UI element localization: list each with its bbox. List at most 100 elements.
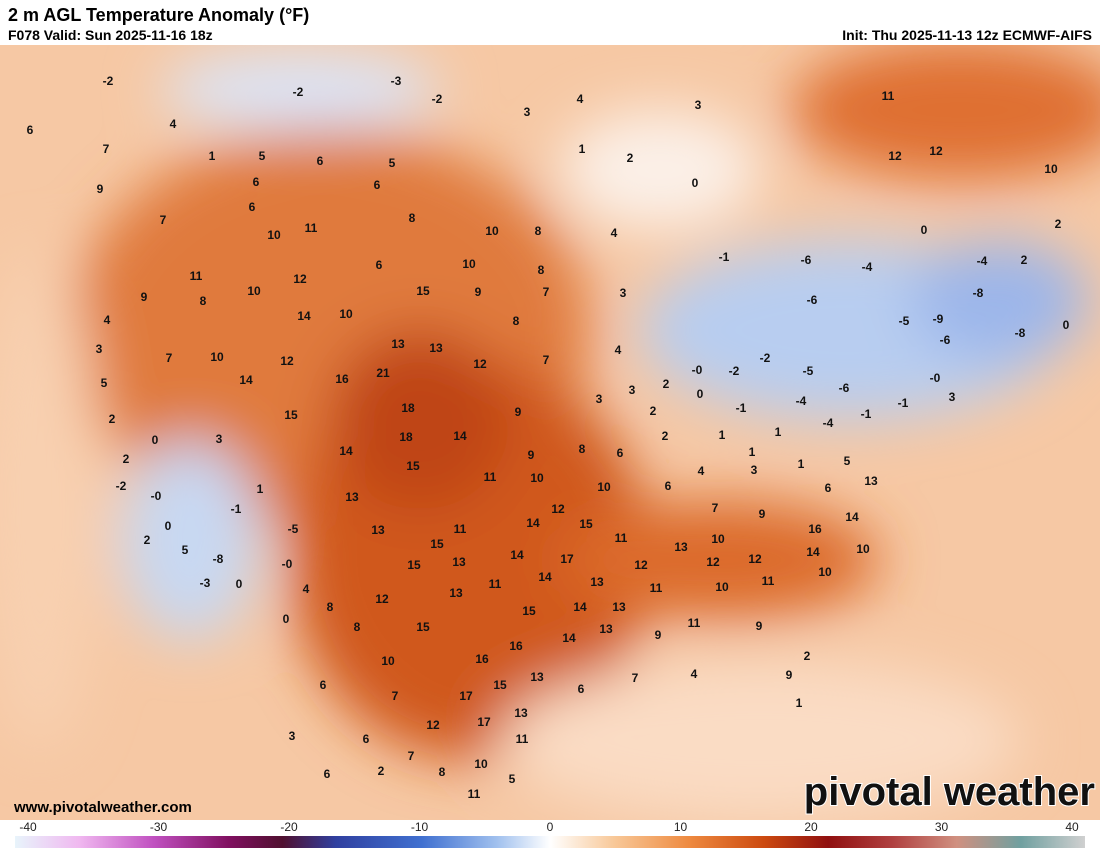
anomaly-label: 2 (804, 649, 811, 663)
anomaly-label: 5 (182, 543, 189, 557)
anomaly-label: 14 (297, 309, 311, 323)
anomaly-label: -4 (796, 394, 807, 408)
anomaly-label: 3 (596, 392, 603, 406)
anomaly-label: 11 (688, 616, 701, 630)
anomaly-label: 8 (200, 294, 207, 308)
map-background (0, 45, 1100, 820)
anomaly-label: 11 (762, 574, 775, 588)
anomaly-label: 16 (808, 522, 822, 536)
anomaly-label: 9 (515, 405, 522, 419)
anomaly-label: 4 (104, 313, 111, 327)
anomaly-label: 11 (489, 577, 502, 591)
anomaly-label: -1 (736, 401, 747, 415)
anomaly-label: -1 (861, 407, 872, 421)
anomaly-label: -0 (692, 363, 703, 377)
anomaly-label: 13 (345, 490, 359, 504)
anomaly-label: -2 (293, 85, 304, 99)
anomaly-label: 11 (484, 470, 497, 484)
anomaly-label: 6 (324, 767, 331, 781)
anomaly-label: 6 (317, 154, 324, 168)
colorbar-tick-label: 40 (1065, 820, 1079, 834)
anomaly-label: 7 (103, 142, 110, 156)
anomaly-label: 10 (818, 565, 832, 579)
anomaly-label: 10 (856, 542, 870, 556)
valid-time: F078 Valid: Sun 2025-11-16 18z (8, 27, 213, 43)
anomaly-label: -2 (432, 92, 443, 106)
anomaly-label: 14 (339, 444, 353, 458)
anomaly-label: 3 (524, 105, 531, 119)
anomaly-label: 18 (399, 430, 413, 444)
anomaly-label: 4 (698, 464, 705, 478)
anomaly-label: 15 (493, 678, 507, 692)
colorbar-tick-label: 30 (935, 820, 949, 834)
colorbar-tick-label: -20 (280, 820, 298, 834)
anomaly-label: 15 (416, 620, 430, 634)
anomaly-label: 14 (453, 429, 467, 443)
anomaly-label: 5 (259, 149, 266, 163)
anomaly-label: -6 (839, 381, 850, 395)
anomaly-label: 8 (327, 600, 334, 614)
anomaly-label: 2 (123, 452, 130, 466)
anomaly-label: 14 (526, 516, 540, 530)
anomaly-label: -5 (899, 314, 910, 328)
anomaly-label: 11 (305, 221, 318, 235)
anomaly-label: 7 (543, 353, 550, 367)
anomaly-label: 13 (599, 622, 613, 636)
anomaly-label: -8 (213, 552, 224, 566)
anomaly-label: 15 (579, 517, 593, 531)
anomaly-label: 4 (691, 667, 698, 681)
anomaly-label: 16 (475, 652, 489, 666)
anomaly-label: 9 (786, 668, 793, 682)
anomaly-label: 9 (655, 628, 662, 642)
anomaly-label: 13 (514, 706, 528, 720)
anomaly-label: 0 (236, 577, 243, 591)
anomaly-label: 10 (597, 480, 611, 494)
anomaly-label: 15 (416, 284, 430, 298)
anomaly-label: 14 (845, 510, 859, 524)
anomaly-label: 0 (165, 519, 172, 533)
anomaly-label: 7 (408, 749, 415, 763)
anomaly-label: -5 (288, 522, 299, 536)
anomaly-label: 8 (409, 211, 416, 225)
anomaly-label: 2 (144, 533, 151, 547)
anomaly-label: -4 (977, 254, 988, 268)
anomaly-label: 10 (715, 580, 729, 594)
anomaly-label: 2 (109, 412, 116, 426)
anomaly-label: 11 (650, 581, 663, 595)
anomaly-label: 12 (280, 354, 294, 368)
init-time: Init: Thu 2025-11-13 12z ECMWF-AIFS (842, 27, 1092, 43)
anomaly-label: -8 (973, 286, 984, 300)
anomaly-label: 1 (579, 142, 586, 156)
anomaly-label: 4 (611, 226, 618, 240)
anomaly-label: 5 (101, 376, 108, 390)
anomaly-label: 9 (759, 507, 766, 521)
anomaly-label: 7 (543, 285, 550, 299)
anomaly-label: -6 (801, 253, 812, 267)
anomaly-label: 8 (579, 442, 586, 456)
anomaly-label: -4 (823, 416, 834, 430)
header-band (0, 0, 1100, 45)
anomaly-label: -1 (231, 502, 242, 516)
anomaly-label: 4 (170, 117, 177, 131)
anomaly-label: 6 (617, 446, 624, 460)
anomaly-label: -3 (200, 576, 211, 590)
anomaly-label: 1 (796, 696, 803, 710)
colorbar-tick-label: -30 (150, 820, 168, 834)
anomaly-label: 13 (530, 670, 544, 684)
anomaly-label: -2 (729, 364, 740, 378)
anomaly-label: 7 (712, 501, 719, 515)
anomaly-label: 0 (152, 433, 159, 447)
anomaly-label: -1 (898, 396, 909, 410)
anomaly-label: 1 (775, 425, 782, 439)
anomaly-label: 3 (289, 729, 296, 743)
anomaly-label: 6 (578, 682, 585, 696)
anomaly-label: 0 (1063, 318, 1070, 332)
anomaly-label: 10 (210, 350, 224, 364)
anomaly-label: 3 (96, 342, 103, 356)
anomaly-label: 10 (247, 284, 261, 298)
colorbar-tick-label: 10 (674, 820, 688, 834)
anomaly-label: 13 (612, 600, 626, 614)
anomaly-label: 15 (406, 459, 420, 473)
anomaly-label: -5 (803, 364, 814, 378)
anomaly-label: 13 (864, 474, 878, 488)
